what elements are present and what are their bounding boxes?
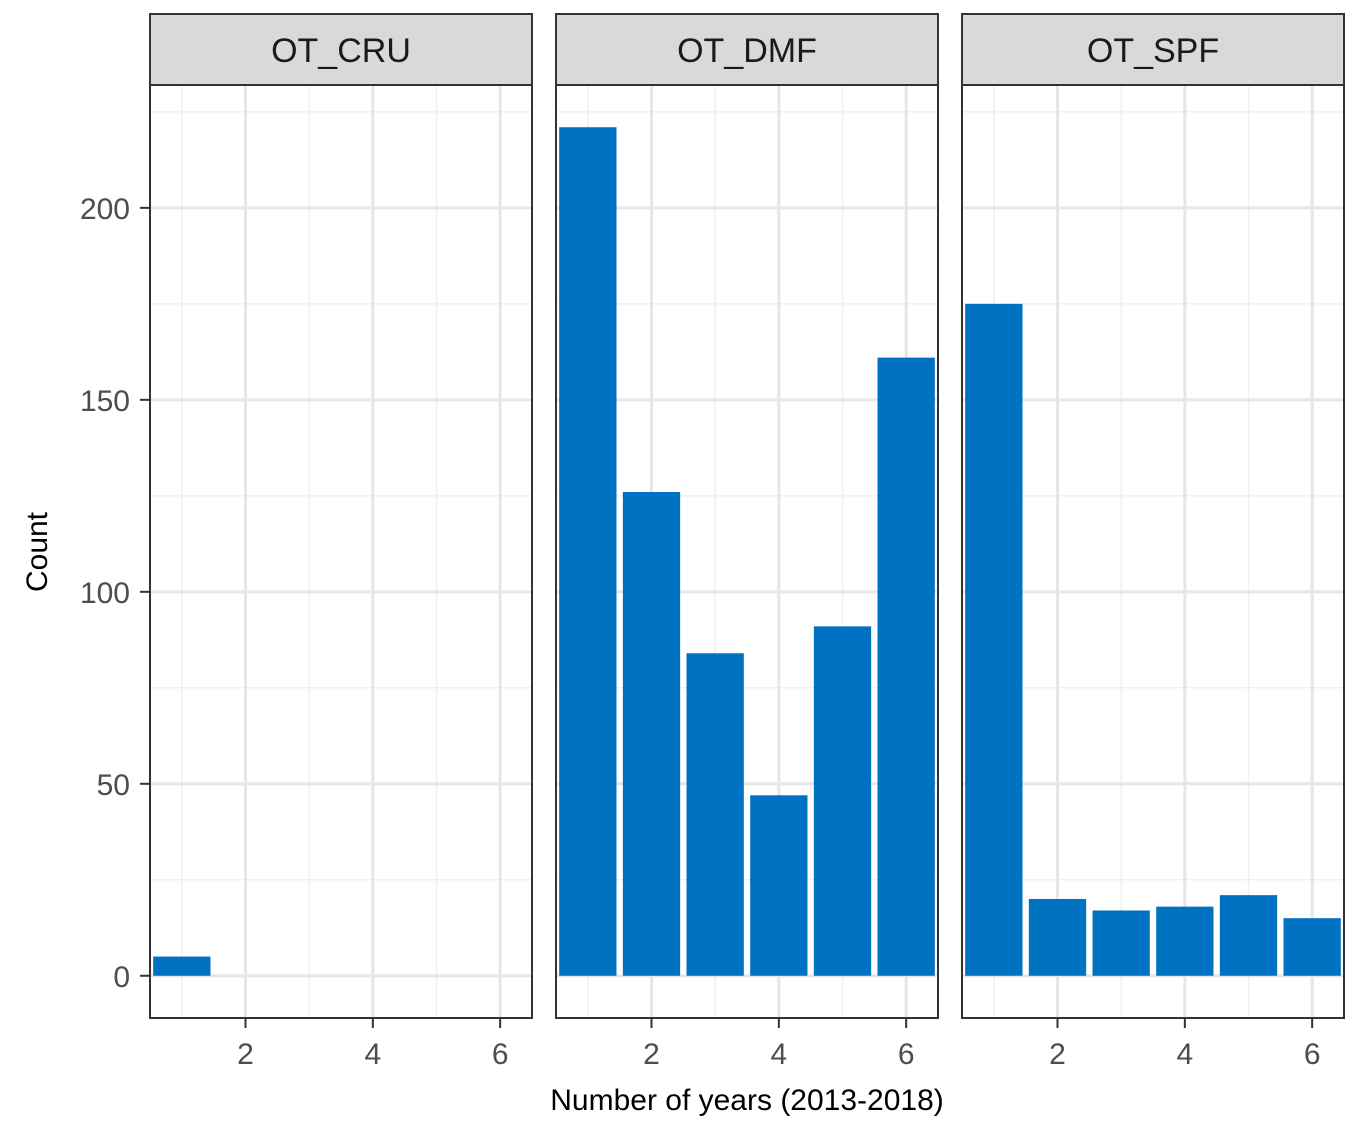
facet-strip [961, 13, 1345, 86]
x-tick-label: 6 [898, 1038, 915, 1071]
bar [559, 127, 617, 976]
bar [750, 795, 808, 976]
x-tick-label: 4 [770, 1038, 787, 1071]
bar [686, 653, 744, 976]
x-tick-label: 2 [237, 1038, 254, 1071]
facet-panel-ot-dmf: OT_DMF 2 4 6 [555, 13, 939, 1071]
facet-strip-label: OT_DMF [677, 32, 817, 70]
facet-strip [555, 13, 939, 86]
x-tick-label: 2 [643, 1038, 660, 1071]
bar [1219, 895, 1278, 976]
panel-border [555, 84, 939, 1019]
panel-background [556, 85, 938, 1018]
x-tick-label: 2 [1049, 1038, 1066, 1071]
facet-panel-ot-spf: OT_SPF 2 4 6 [961, 13, 1345, 1071]
bar [622, 491, 681, 976]
facet-strip-label: OT_CRU [271, 32, 411, 70]
x-axis-title: Number of years (2013-2018) [550, 1084, 944, 1117]
bar [813, 626, 872, 976]
panel-border [961, 84, 1345, 1019]
panel-border [149, 84, 533, 1019]
y-tick-label: 100 [80, 577, 130, 610]
bar [1156, 906, 1214, 976]
bar [1028, 898, 1087, 976]
x-tick-label: 4 [1176, 1038, 1193, 1071]
facet-panels: OT_CRU 2 4 6 OT_DMF 2 4 6 OT_SPF 2 4 6 [149, 13, 1345, 1071]
bar [153, 956, 211, 976]
panel-background [962, 85, 1344, 1018]
y-tick-label: 200 [80, 193, 130, 226]
y-tick-label: 50 [97, 769, 130, 802]
x-tick-label: 6 [1304, 1038, 1321, 1071]
facet-strip-label: OT_SPF [1087, 32, 1219, 70]
bar [1283, 918, 1341, 976]
y-axis-title: Count [21, 511, 54, 592]
panel-background [150, 85, 532, 1018]
y-tick-label: 150 [80, 385, 130, 418]
x-tick-label: 6 [492, 1038, 509, 1071]
bar [1092, 910, 1150, 976]
facet-panel-ot-cru: OT_CRU 2 4 6 [149, 13, 533, 1071]
bar [965, 303, 1023, 976]
facet-strip [149, 13, 533, 86]
y-axis: 0 50 100 150 200 [80, 193, 150, 994]
y-tick-label: 0 [113, 961, 130, 994]
x-tick-label: 4 [364, 1038, 381, 1071]
bar [877, 357, 935, 976]
